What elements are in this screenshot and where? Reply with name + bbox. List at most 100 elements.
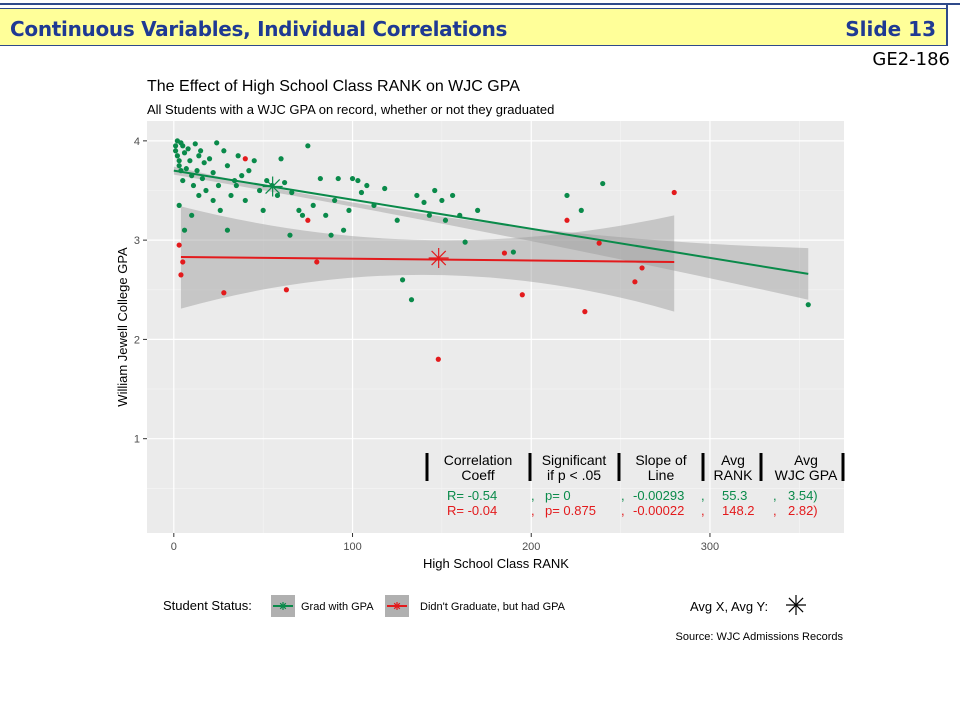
legend-item-label: Didn't Graduate, but had GPA [420, 601, 566, 613]
data-point [181, 227, 188, 233]
data-point [305, 217, 311, 223]
legend-item-label: Grad with GPA [301, 601, 374, 613]
table-cell: , [773, 503, 777, 518]
average-markers [262, 176, 449, 269]
table-separator [701, 453, 705, 481]
data-point [210, 197, 216, 204]
data-point [632, 279, 638, 285]
table-separator [528, 453, 532, 481]
data-point [181, 150, 188, 156]
slide-number: Slide 13 [845, 17, 936, 41]
data-point [174, 153, 180, 159]
table-cell: 148.2 [722, 503, 755, 518]
data-point [283, 287, 289, 293]
data-point [439, 197, 445, 204]
data-point [332, 197, 338, 204]
data-point [287, 232, 293, 238]
data-point [221, 148, 227, 154]
x-axis-label: High School Class RANK [423, 556, 569, 571]
data-point [578, 207, 584, 213]
legend-key-star [279, 602, 287, 610]
data-point [210, 170, 216, 176]
data-point [349, 175, 356, 182]
data-point [183, 166, 189, 172]
y-tick-label: 4 [134, 136, 140, 148]
data-point [199, 175, 206, 182]
y-axis-label: William Jewell College GPA [115, 247, 130, 407]
chart-caption: Source: WJC Admissions Records [676, 631, 844, 643]
average-marker-1 [428, 248, 449, 269]
data-point [340, 227, 347, 233]
data-point [408, 297, 415, 303]
data-point [305, 143, 311, 149]
data-point [450, 192, 456, 199]
legend-avg-label: Avg X, Avg Y: [690, 599, 768, 614]
table-separator [759, 453, 763, 481]
data-point [564, 192, 570, 199]
data-point [260, 207, 266, 213]
data-point [382, 185, 388, 192]
data-point [442, 217, 449, 223]
data-point [180, 259, 186, 265]
data-point [203, 187, 209, 194]
table-cell: 2.82) [788, 503, 818, 518]
data-point [180, 143, 186, 149]
data-point [564, 217, 570, 223]
data-point [278, 156, 284, 162]
data-point [242, 156, 248, 162]
table-cell: -0.00022 [633, 503, 684, 518]
data-point [176, 163, 182, 169]
table-cell: R= -0.04 [447, 503, 497, 518]
table-cell: p= 0.875 [545, 503, 596, 518]
data-point [314, 259, 320, 265]
y-tick-label: 2 [134, 334, 140, 346]
data-point [394, 217, 400, 223]
data-point [176, 242, 182, 248]
data-point [231, 177, 238, 184]
data-point [582, 309, 588, 315]
table-cell: , [621, 488, 625, 503]
data-point [328, 232, 334, 238]
data-point [228, 192, 234, 199]
top-rule [0, 3, 960, 5]
data-point [235, 153, 241, 159]
star-ray [393, 602, 401, 610]
data-point [190, 182, 197, 189]
data-point [206, 156, 213, 162]
table-cell: p= 0 [545, 488, 571, 503]
data-point [172, 148, 179, 154]
data-point [399, 277, 406, 283]
table-cell: 55.3 [722, 488, 747, 503]
data-point [256, 187, 263, 194]
table-cell: , [531, 488, 535, 503]
data-point [178, 272, 184, 278]
x-tick-label: 300 [701, 541, 719, 553]
data-point [187, 158, 193, 164]
data-point [274, 192, 281, 199]
table-separator [425, 453, 429, 481]
data-point [317, 175, 323, 182]
data-point [299, 212, 306, 218]
data-point [201, 160, 207, 166]
table-header-line1: Significant [542, 452, 607, 468]
table-cell: , [773, 488, 777, 503]
table-header-line2: WJC GPA [775, 467, 838, 483]
table-cell: , [701, 503, 705, 518]
table-header-line1: Correlation [444, 452, 512, 468]
table-cell: , [701, 488, 705, 503]
data-point [462, 239, 468, 245]
data-point [501, 250, 508, 256]
table-header-line1: Avg [721, 452, 745, 468]
star-ray [279, 602, 287, 610]
data-point [639, 265, 645, 271]
data-point [214, 140, 220, 146]
y-tick-label: 3 [134, 235, 140, 247]
data-point [364, 182, 370, 189]
chart-title: The Effect of High School Class RANK on … [147, 78, 520, 95]
data-point [194, 168, 200, 174]
table-header-line1: Slope of [635, 452, 686, 468]
data-point [596, 240, 602, 246]
table-cell: R= -0.54 [447, 488, 497, 503]
data-point [310, 202, 316, 208]
